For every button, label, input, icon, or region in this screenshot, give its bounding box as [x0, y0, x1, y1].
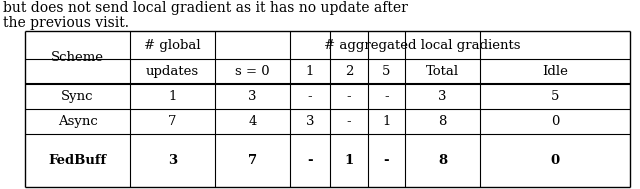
Text: 0: 0	[550, 154, 559, 167]
Text: 3: 3	[168, 154, 177, 167]
Text: but does not send local gradient as it has no update after: but does not send local gradient as it h…	[3, 1, 408, 15]
Text: 7: 7	[168, 115, 177, 128]
Text: -: -	[347, 115, 351, 128]
Text: 1: 1	[306, 65, 314, 78]
Text: 8: 8	[438, 154, 447, 167]
Text: 7: 7	[248, 154, 257, 167]
Text: 8: 8	[438, 115, 447, 128]
Text: # global: # global	[144, 39, 201, 51]
Text: Idle: Idle	[542, 65, 568, 78]
Text: s = 0: s = 0	[235, 65, 270, 78]
Text: 1: 1	[168, 90, 177, 103]
Text: -: -	[384, 90, 389, 103]
Text: FedBuff: FedBuff	[49, 154, 107, 167]
Text: -: -	[384, 154, 389, 167]
Text: updates: updates	[146, 65, 199, 78]
Text: 1: 1	[344, 154, 354, 167]
Text: # aggregated local gradients: # aggregated local gradients	[324, 39, 521, 51]
Text: 2: 2	[345, 65, 353, 78]
Text: Async: Async	[58, 115, 97, 128]
Text: -: -	[347, 90, 351, 103]
Text: Sync: Sync	[61, 90, 93, 103]
Text: 5: 5	[382, 65, 390, 78]
Text: 3: 3	[248, 90, 257, 103]
Text: 1: 1	[382, 115, 390, 128]
Text: 3: 3	[306, 115, 314, 128]
Text: 3: 3	[438, 90, 447, 103]
Text: the previous visit.: the previous visit.	[3, 16, 129, 30]
Text: -: -	[307, 154, 313, 167]
Text: Total: Total	[426, 65, 459, 78]
Text: 0: 0	[551, 115, 559, 128]
Text: Scheme: Scheme	[51, 51, 104, 64]
Text: 4: 4	[248, 115, 257, 128]
Text: 5: 5	[551, 90, 559, 103]
Text: -: -	[308, 90, 312, 103]
